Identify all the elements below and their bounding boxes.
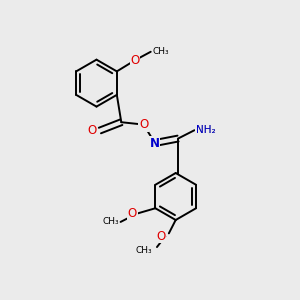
Text: O: O [87, 124, 96, 137]
Text: N: N [150, 136, 160, 149]
Text: O: O [156, 230, 165, 243]
Text: CH₃: CH₃ [152, 47, 169, 56]
Text: O: O [130, 54, 140, 67]
Text: CH₃: CH₃ [103, 218, 119, 226]
Text: NH₂: NH₂ [196, 125, 215, 135]
Text: O: O [128, 207, 137, 220]
Text: O: O [139, 118, 148, 131]
Text: CH₃: CH₃ [135, 246, 152, 255]
Text: NH₂: NH₂ [196, 125, 215, 135]
